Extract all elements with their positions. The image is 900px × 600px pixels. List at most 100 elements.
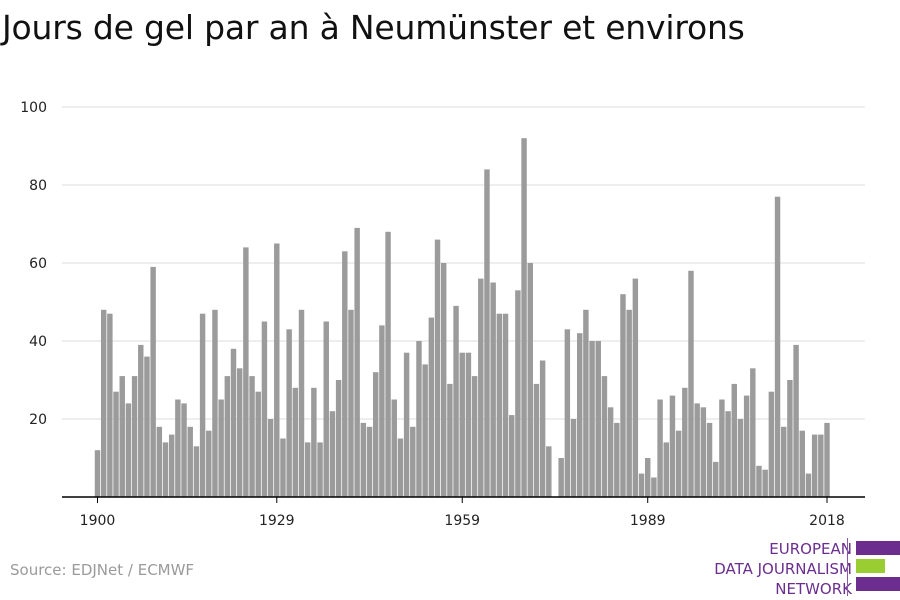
- bar-1988[interactable]: [638, 473, 645, 497]
- bar-1997[interactable]: [694, 403, 700, 497]
- bar-1943[interactable]: [360, 422, 367, 497]
- bar-1995[interactable]: [682, 387, 688, 497]
- bar-1904[interactable]: [119, 376, 125, 497]
- bar-1954[interactable]: [428, 317, 435, 497]
- bar-1987[interactable]: [632, 278, 639, 497]
- bar-1956[interactable]: [440, 263, 447, 497]
- bar-2016[interactable]: [811, 434, 818, 497]
- bar-1933[interactable]: [298, 309, 305, 497]
- bar-1942[interactable]: [354, 227, 360, 497]
- bar-1918[interactable]: [206, 430, 212, 497]
- bar-1920[interactable]: [218, 399, 224, 498]
- bar-1929[interactable]: [274, 243, 280, 498]
- bar-1914[interactable]: [181, 403, 187, 497]
- bar-1990[interactable]: [651, 477, 657, 498]
- bar-1919[interactable]: [212, 309, 218, 497]
- bar-1934[interactable]: [304, 442, 311, 497]
- bar-1985[interactable]: [620, 294, 626, 497]
- bar-1922[interactable]: [230, 348, 237, 497]
- bar-2018[interactable]: [824, 422, 830, 497]
- bar-2014[interactable]: [799, 430, 805, 497]
- bar-1939[interactable]: [335, 380, 342, 497]
- bar-1925[interactable]: [249, 376, 255, 497]
- bar-1911[interactable]: [162, 442, 169, 497]
- bar-2002[interactable]: [725, 411, 731, 497]
- bar-1967[interactable]: [508, 415, 515, 497]
- bar-1979[interactable]: [583, 309, 589, 497]
- bar-1908[interactable]: [144, 356, 150, 497]
- bar-1903[interactable]: [113, 391, 119, 497]
- bar-1965[interactable]: [496, 313, 503, 497]
- bar-1977[interactable]: [570, 419, 577, 497]
- bar-1986[interactable]: [626, 309, 632, 497]
- bar-1983[interactable]: [607, 407, 614, 497]
- bar-1907[interactable]: [138, 344, 144, 497]
- bar-1941[interactable]: [348, 309, 354, 497]
- bar-1909[interactable]: [150, 266, 156, 497]
- bar-1905[interactable]: [125, 403, 132, 497]
- bar-1962[interactable]: [478, 278, 484, 497]
- bar-1930[interactable]: [280, 438, 286, 498]
- bar-1961[interactable]: [471, 376, 478, 497]
- bar-1916[interactable]: [193, 446, 200, 497]
- bar-1935[interactable]: [311, 387, 317, 497]
- bar-2011[interactable]: [781, 426, 787, 497]
- bar-1968[interactable]: [515, 290, 521, 497]
- bar-2001[interactable]: [719, 399, 725, 498]
- bar-1975[interactable]: [558, 458, 564, 497]
- bar-1950[interactable]: [403, 352, 410, 497]
- bar-2004[interactable]: [737, 419, 744, 497]
- bar-1970[interactable]: [527, 263, 533, 497]
- bar-1912[interactable]: [168, 434, 175, 497]
- bar-1960[interactable]: [465, 352, 472, 497]
- bar-1938[interactable]: [329, 411, 336, 497]
- bar-1949[interactable]: [397, 438, 404, 498]
- bar-2013[interactable]: [793, 344, 799, 497]
- bar-2006[interactable]: [750, 368, 756, 497]
- bar-1906[interactable]: [131, 376, 138, 497]
- bar-1980[interactable]: [589, 341, 595, 497]
- bar-1932[interactable]: [292, 387, 299, 497]
- bar-1901[interactable]: [100, 309, 107, 497]
- bar-2000[interactable]: [713, 461, 719, 497]
- bar-1989[interactable]: [644, 458, 651, 497]
- bar-1900[interactable]: [94, 450, 101, 497]
- bar-1936[interactable]: [317, 442, 323, 497]
- bar-1978[interactable]: [576, 333, 583, 497]
- bar-1915[interactable]: [187, 426, 193, 497]
- bar-2010[interactable]: [774, 196, 781, 497]
- bar-2012[interactable]: [787, 380, 793, 497]
- bar-1972[interactable]: [539, 360, 546, 498]
- bar-1996[interactable]: [688, 270, 694, 497]
- bar-1944[interactable]: [366, 426, 373, 497]
- bar-1964[interactable]: [490, 282, 496, 498]
- bar-1917[interactable]: [199, 313, 206, 497]
- bar-1963[interactable]: [484, 169, 490, 497]
- bar-1945[interactable]: [372, 372, 379, 497]
- bar-1953[interactable]: [422, 364, 428, 497]
- bar-1958[interactable]: [453, 305, 459, 497]
- bar-1951[interactable]: [410, 426, 416, 497]
- bar-1984[interactable]: [614, 422, 620, 497]
- bar-1948[interactable]: [391, 399, 397, 498]
- bar-2009[interactable]: [768, 391, 775, 497]
- bar-1957[interactable]: [447, 383, 453, 497]
- bar-1910[interactable]: [156, 426, 163, 497]
- bar-1973[interactable]: [546, 446, 552, 497]
- bar-1931[interactable]: [286, 329, 292, 497]
- bar-1947[interactable]: [385, 231, 391, 498]
- bar-1976[interactable]: [564, 329, 571, 497]
- bar-2007[interactable]: [756, 465, 762, 497]
- bar-1993[interactable]: [669, 395, 676, 497]
- bar-2008[interactable]: [762, 469, 768, 497]
- bar-2005[interactable]: [743, 395, 750, 497]
- bar-2017[interactable]: [818, 434, 824, 497]
- bar-1992[interactable]: [663, 442, 669, 497]
- bar-1921[interactable]: [224, 376, 231, 497]
- bar-1923[interactable]: [236, 368, 243, 497]
- bar-1937[interactable]: [323, 321, 329, 498]
- bar-1940[interactable]: [342, 251, 348, 497]
- bar-1969[interactable]: [521, 138, 527, 497]
- bar-1952[interactable]: [416, 341, 422, 497]
- bar-1982[interactable]: [601, 376, 608, 497]
